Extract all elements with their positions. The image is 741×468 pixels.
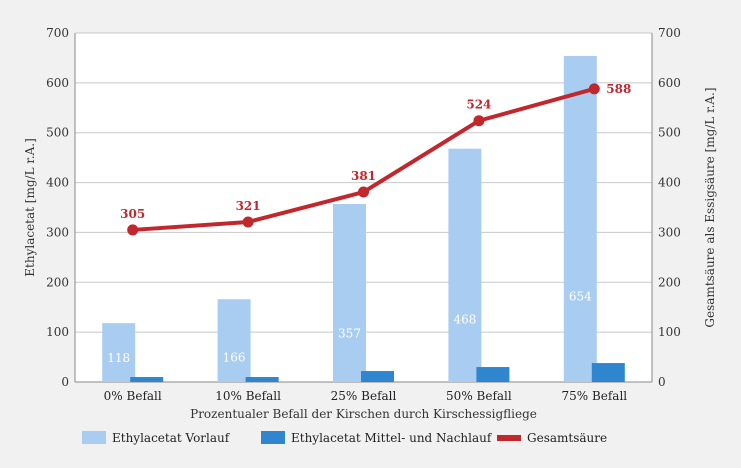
y-tick-right: 600: [658, 76, 681, 90]
bar-vorlauf: [102, 323, 136, 382]
legend-label: Gesamtsäure: [527, 431, 607, 445]
y-tick-right: 200: [658, 275, 681, 289]
line-series: 305 321 381 524 588: [120, 82, 631, 236]
line-point: [358, 186, 369, 198]
y-tick-right: 0: [658, 375, 666, 389]
bar-data-label: 357: [338, 327, 361, 341]
x-category-label: 10% Befall: [215, 389, 281, 403]
bar-data-label: 654: [569, 289, 592, 303]
legend-label: Ethylacetat Mittel- und Nachlauf: [291, 431, 493, 445]
bar-vorlauf: [448, 148, 482, 382]
legend-swatch: [261, 431, 285, 444]
x-category-label: 25% Befall: [331, 389, 397, 403]
y-axis-right-title: Gesamtsäure als Essigsäure [mg/L r.A.]: [703, 87, 717, 327]
y-tick-right: 700: [658, 26, 681, 40]
x-category-label: 0% Befall: [104, 389, 162, 403]
line-data-label: 524: [466, 98, 491, 112]
bar-data-label: 118: [107, 351, 130, 365]
x-axis-title: Prozentualer Befall der Kirschen durch K…: [190, 407, 537, 421]
category-labels: 0% Befall 10% Befall 25% Befall 50% Befall 7…: [104, 389, 628, 403]
x-category-label: 75% Befall: [561, 389, 627, 403]
bar-mittel-nachlauf: [130, 377, 164, 382]
line-point: [588, 83, 600, 95]
bar-mittel-nachlauf: [476, 367, 510, 382]
bar-mittel-nachlauf: [361, 371, 394, 382]
bar-vorlauf: [217, 299, 251, 382]
y-tick-right: 400: [658, 176, 681, 190]
line-point: [242, 216, 254, 228]
legend-swatch: [82, 431, 106, 444]
line-data-label: 381: [351, 169, 376, 183]
bar-data-label: 468: [453, 313, 476, 327]
bar-vorlauf: [333, 204, 366, 382]
y-tick-left: 0: [61, 375, 69, 389]
legend-swatch: [497, 435, 521, 441]
axis-ticks: 0 0 100 100 200 200 300 300 400 400 500 500 600 600 70…: [46, 26, 681, 389]
y-tick-right: 500: [658, 126, 681, 140]
bars: 118 166 357 468 654: [102, 55, 625, 382]
bar-vorlauf: [563, 55, 597, 382]
legend: Ethylacetat Vorlauf Ethylacetat Mittel- u…: [82, 431, 607, 445]
x-category-label: 50% Befall: [446, 389, 512, 403]
y-tick-left: 200: [46, 275, 69, 289]
y-tick-left: 700: [46, 26, 69, 40]
bar-data-label: 166: [223, 350, 246, 364]
line-point: [127, 224, 139, 236]
y-axis-left-title: Ethylacetat [mg/L r.A.]: [23, 138, 37, 276]
y-tick-left: 300: [46, 225, 69, 239]
line-data-label: 588: [606, 82, 631, 96]
line-point: [473, 115, 485, 127]
y-tick-left: 100: [46, 325, 69, 339]
line-data-label: 321: [236, 199, 261, 213]
y-tick-right: 100: [658, 325, 681, 339]
line-data-label: 305: [120, 207, 145, 221]
y-tick-right: 300: [658, 225, 681, 239]
y-tick-left: 500: [46, 126, 69, 140]
y-tick-left: 400: [46, 176, 69, 190]
bar-mittel-nachlauf: [245, 377, 279, 382]
legend-label: Ethylacetat Vorlauf: [112, 431, 231, 445]
bar-mittel-nachlauf: [591, 363, 625, 382]
y-tick-left: 600: [46, 76, 69, 90]
